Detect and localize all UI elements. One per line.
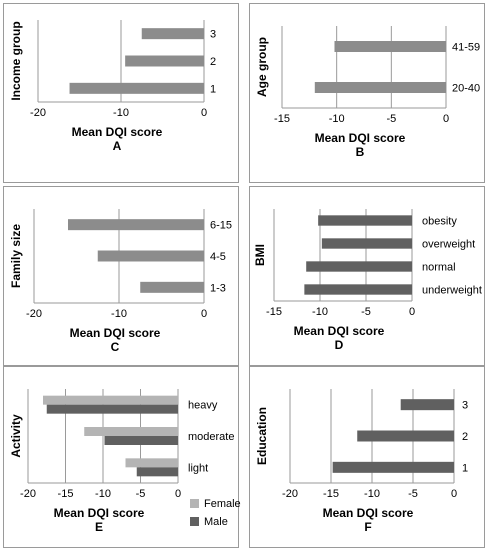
e-bar xyxy=(104,436,178,445)
d-tick-label: -15 xyxy=(266,306,282,318)
f-tick-label: 0 xyxy=(451,488,457,500)
c-category-label: 1-3 xyxy=(210,282,226,294)
e-category-label: moderate xyxy=(188,431,234,443)
d-panel-letter: D xyxy=(335,338,344,352)
f-bar xyxy=(357,430,454,442)
a-tick-label: -10 xyxy=(113,107,129,119)
b-tick-label: -5 xyxy=(386,113,396,125)
f-bar xyxy=(332,461,454,473)
e-bar xyxy=(46,404,178,414)
d-bar xyxy=(321,238,412,249)
d-category-label: obesity xyxy=(422,216,457,228)
b-tick-label: 0 xyxy=(443,113,449,125)
f-category-label: 1 xyxy=(462,462,468,474)
d-bar xyxy=(304,284,412,295)
e-tick-label: -15 xyxy=(58,488,74,500)
panel-f: -20 -15 -10 -5 0 3 2 1 Education Mean DQI score F xyxy=(249,366,485,548)
c-bar xyxy=(97,250,204,262)
c-bar xyxy=(68,219,204,231)
e-tick-label: -5 xyxy=(136,488,146,500)
a-category-label: 2 xyxy=(210,56,216,68)
e-y-axis-title: Activity xyxy=(9,414,23,458)
d-tick-label: 0 xyxy=(409,306,415,318)
b-y-axis-title: Age group xyxy=(255,37,269,97)
panel-a: -20 -10 0 3 2 1 Income group Mean DQI score A xyxy=(3,3,239,183)
c-tick-label: -20 xyxy=(26,308,42,320)
c-y-axis-title: Family size xyxy=(9,224,23,288)
f-y-axis-title: Education xyxy=(255,407,269,465)
d-y-axis-title: BMI xyxy=(253,244,267,266)
e-tick-label: 0 xyxy=(175,488,181,500)
f-bar xyxy=(400,399,454,411)
a-tick-label: 0 xyxy=(201,107,207,119)
e-x-axis-title: Mean DQI score xyxy=(54,506,145,520)
f-tick-label: -20 xyxy=(282,488,298,500)
a-tick-label: -20 xyxy=(30,107,46,119)
b-category-label: 41-59 xyxy=(452,42,480,54)
a-bar xyxy=(69,82,204,94)
a-bar xyxy=(141,28,204,40)
e-bar xyxy=(136,467,178,477)
b-bar xyxy=(334,41,446,52)
c-tick-label: -10 xyxy=(111,308,127,320)
a-x-axis-title: Mean DQI score xyxy=(72,125,163,139)
panel-d: -15 -10 -5 0 obesity overweight normal underwei… xyxy=(249,186,485,366)
e-legend-label: Male xyxy=(204,516,228,528)
panel-b: -15 -10 -5 0 41-59 20-40 Age group Mean DQI sco… xyxy=(249,3,485,183)
e-legend-swatch xyxy=(190,517,199,526)
a-category-label: 1 xyxy=(210,83,216,95)
a-bar xyxy=(125,55,204,67)
d-bar xyxy=(318,215,412,226)
c-bar xyxy=(140,281,204,293)
f-tick-label: -10 xyxy=(364,488,380,500)
c-tick-label: 0 xyxy=(201,308,207,320)
d-tick-label: -10 xyxy=(312,306,328,318)
d-x-axis-title: Mean DQI score xyxy=(294,324,385,338)
b-panel-letter: B xyxy=(356,145,365,159)
c-panel-letter: C xyxy=(111,340,120,354)
a-y-axis-title: Income group xyxy=(9,21,23,100)
e-category-label: light xyxy=(188,462,208,474)
e-category-label: heavy xyxy=(188,400,218,412)
b-category-label: 20-40 xyxy=(452,83,480,95)
e-panel-letter: E xyxy=(95,520,103,534)
f-category-label: 3 xyxy=(462,400,468,412)
b-tick-label: -15 xyxy=(274,113,290,125)
a-panel-letter: A xyxy=(113,139,122,153)
chart-c: -20 -10 0 6-15 4-5 1-3 Family size Mean DQI sco… xyxy=(9,209,232,354)
c-category-label: 4-5 xyxy=(210,251,226,263)
e-bar xyxy=(84,427,178,436)
chart-e: -20 -15 -10 -5 0 heavy moderate light Activity Me… xyxy=(9,389,241,534)
f-tick-label: -15 xyxy=(323,488,339,500)
f-x-axis-title: Mean DQI score xyxy=(323,506,414,520)
b-tick-label: -10 xyxy=(329,113,345,125)
e-tick-label: -10 xyxy=(95,488,111,500)
chart-d: -15 -10 -5 0 obesity overweight normal underwei… xyxy=(253,209,482,352)
a-category-label: 3 xyxy=(210,29,216,41)
panel-c: -20 -10 0 6-15 4-5 1-3 Family size Mean DQI sco… xyxy=(3,186,239,366)
b-bar xyxy=(314,82,446,93)
d-bar xyxy=(306,261,412,272)
d-tick-label: -5 xyxy=(361,306,371,318)
panel-e: -20 -15 -10 -5 0 heavy moderate light Activity Me… xyxy=(3,366,241,548)
f-tick-label: -5 xyxy=(408,488,418,500)
d-category-label: overweight xyxy=(422,239,475,251)
d-category-label: underweight xyxy=(422,285,482,297)
e-bar xyxy=(43,395,178,405)
f-panel-letter: F xyxy=(364,520,371,534)
c-x-axis-title: Mean DQI score xyxy=(70,326,161,340)
e-legend-label: Female xyxy=(204,498,241,510)
f-category-label: 2 xyxy=(462,431,468,443)
c-category-label: 6-15 xyxy=(210,220,232,232)
e-bar xyxy=(125,458,178,468)
e-legend-swatch xyxy=(190,499,199,508)
chart-b: -15 -10 -5 0 41-59 20-40 Age group Mean DQI sco… xyxy=(255,26,480,159)
d-category-label: normal xyxy=(422,262,456,274)
b-x-axis-title: Mean DQI score xyxy=(315,131,406,145)
e-tick-label: -20 xyxy=(20,488,36,500)
